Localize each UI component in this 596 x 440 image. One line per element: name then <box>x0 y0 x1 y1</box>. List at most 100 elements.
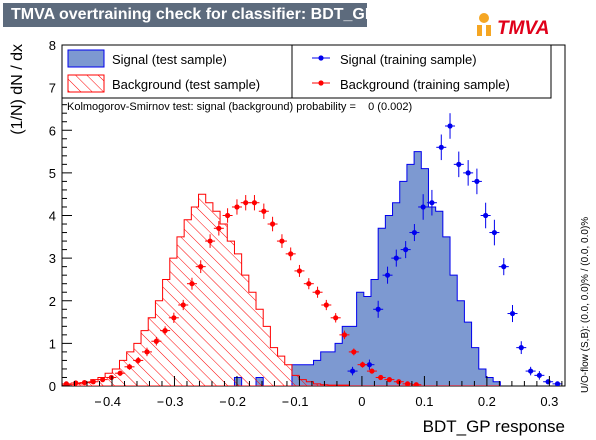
signal-training-point <box>445 113 456 139</box>
y-tick-label: 0 <box>49 379 56 394</box>
signal-training-point <box>516 341 527 355</box>
y-tick-label: 7 <box>49 81 56 96</box>
y-tick-label: 8 <box>49 38 56 53</box>
legend: Signal (test sample) Background (test sa… <box>61 44 552 99</box>
background-training-point <box>106 374 117 381</box>
legend-label-signal-test: Signal (test sample) <box>112 52 227 67</box>
x-tick-label: 0 <box>358 394 365 409</box>
signal-training-point <box>507 305 518 323</box>
signal-training-point <box>347 366 358 376</box>
background-training-point <box>97 377 108 383</box>
signal-training-point <box>525 366 536 376</box>
legend-marker-background-training <box>312 80 330 86</box>
signal-training-point <box>400 241 411 259</box>
background-training-point <box>393 379 404 385</box>
signal-training-point <box>426 189 437 216</box>
signal-training-point <box>373 300 384 318</box>
signal-training-point <box>471 168 482 195</box>
ks-test-annotation: Kolmogorov-Smirnov test: signal (backgro… <box>67 101 412 113</box>
overflow-label: U/O-flow (S,B): (0.0, 0.0)% / (0.0, 0.0)… <box>580 217 591 393</box>
legend-label-background-training: Background (training sample) <box>340 77 510 92</box>
background-training-point <box>384 377 395 383</box>
background-training-point <box>186 277 197 290</box>
background-training-point <box>88 379 99 385</box>
background-training-point <box>312 286 323 298</box>
chart-title-bar: TMVA overtraining check for classifier: … <box>3 3 376 27</box>
background-training-point <box>62 381 72 386</box>
signal-training-point <box>409 224 420 242</box>
background-training-point <box>151 336 162 346</box>
background-training-point <box>124 363 135 370</box>
signal-training-point <box>498 258 509 276</box>
background-training-point <box>249 195 260 211</box>
y-tick-label: 2 <box>49 294 56 309</box>
background-training-point <box>79 379 90 386</box>
x-tick-label: 0.2 <box>228 394 246 409</box>
legend-box-training <box>291 44 552 99</box>
y-tick-label: 5 <box>49 166 56 181</box>
background-training-point <box>213 221 224 236</box>
background-training-point <box>258 203 269 219</box>
x-tick-label: 0.1 <box>290 394 308 409</box>
legend-label-background-test: Background (test sample) <box>112 77 260 92</box>
background-training-point <box>195 260 206 274</box>
background-training-point <box>339 330 350 340</box>
signal-training-point <box>463 160 474 186</box>
signal-training-point <box>480 202 491 229</box>
background-training-point <box>321 299 332 311</box>
x-tick-label: 0.1 <box>415 394 433 409</box>
x-axis-label: BDT_GP response <box>423 417 565 436</box>
background-training-point <box>222 208 233 223</box>
y-tick-label: 1 <box>49 336 56 351</box>
y-tick-label: 4 <box>49 209 56 224</box>
background-training-point <box>205 234 216 248</box>
background-training-point <box>240 195 251 211</box>
background-training-point <box>285 247 296 261</box>
legend-swatch-signal-test <box>67 49 105 68</box>
background-training-point <box>231 199 242 215</box>
background-training-point <box>303 278 314 290</box>
axes-layer: 0 1 2 3 4 5 6 7 8 0.4 0.3 0.2 0.1 0 0.1 0.2 0.3 <box>49 38 563 409</box>
signal-training-point <box>534 371 545 380</box>
background-training-point <box>168 312 179 323</box>
y-axis-label: (1/N) dN / dx <box>9 44 26 135</box>
background-training-point <box>402 381 413 386</box>
signal-training-point <box>382 266 393 284</box>
background-training-point <box>348 348 359 356</box>
x-tick-label: 0.2 <box>478 394 496 409</box>
background-training-point <box>366 368 377 374</box>
x-tick-label: 0.4 <box>103 394 121 409</box>
background-training-point <box>276 234 287 248</box>
signal-training-point <box>418 194 429 220</box>
histogram-layer <box>62 151 501 386</box>
points-layer <box>62 113 563 386</box>
background-training-point <box>133 357 144 364</box>
signal-training-point <box>436 134 447 161</box>
background-training-point <box>160 326 171 335</box>
background-training-point <box>178 299 189 311</box>
legend-marker-signal-training <box>312 55 330 61</box>
background-training-point <box>330 313 341 323</box>
background-training-point <box>375 374 386 381</box>
x-tick-label: 0.3 <box>165 394 183 409</box>
y-tick-label: 6 <box>49 123 56 138</box>
y-tick-label: 3 <box>49 251 56 266</box>
background-training-point <box>115 370 126 376</box>
background-training-point <box>267 216 278 232</box>
background-training-point <box>294 264 305 277</box>
signal-training-point <box>552 381 563 386</box>
background-training-point <box>141 347 152 357</box>
signal-training-point <box>453 151 464 178</box>
background-training-point <box>411 382 422 386</box>
background-test-histogram <box>62 193 501 386</box>
signal-training-point <box>391 249 402 267</box>
legend-label-signal-training: Signal (training sample) <box>340 52 477 67</box>
tmva-logo: TMVA <box>467 8 590 42</box>
signal-training-point <box>489 219 500 246</box>
chart-title: TMVA overtraining check for classifier: … <box>11 6 376 23</box>
signal-test-histogram <box>62 151 501 386</box>
legend-swatch-background-test <box>67 74 105 93</box>
x-tick-label: 0.3 <box>540 394 558 409</box>
tmva-logo-text: TMVA <box>497 18 549 39</box>
